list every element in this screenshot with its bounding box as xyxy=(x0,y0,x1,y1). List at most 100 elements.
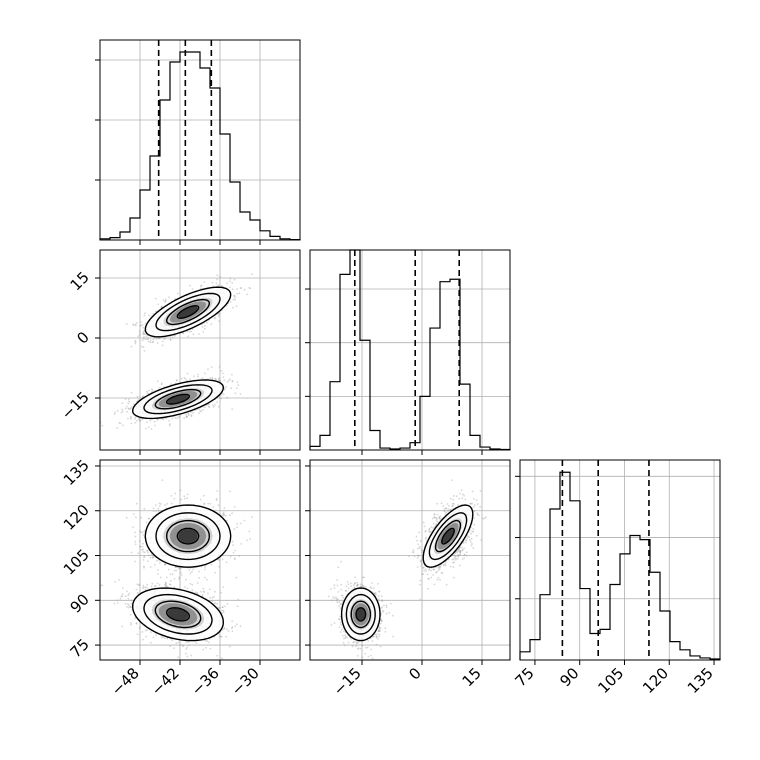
contour-line xyxy=(131,379,225,420)
sample-point xyxy=(185,578,187,581)
contour-line xyxy=(155,292,221,332)
sample-point xyxy=(151,389,154,392)
sample-point xyxy=(214,571,217,574)
sample-point xyxy=(169,583,172,586)
sample-point xyxy=(234,298,237,301)
sample-point xyxy=(164,300,167,303)
sample-point xyxy=(176,379,178,382)
sample-point xyxy=(189,284,191,287)
sample-point xyxy=(236,381,239,384)
sample-point xyxy=(233,295,236,297)
sample-point xyxy=(125,323,128,325)
sample-point xyxy=(231,380,234,382)
sample-point xyxy=(236,292,239,295)
sample-point xyxy=(233,294,236,297)
sample-point xyxy=(164,563,167,566)
sample-point xyxy=(160,306,163,309)
sample-point xyxy=(116,427,119,429)
sample-point xyxy=(203,372,206,375)
sample-point xyxy=(198,333,200,335)
sample-point xyxy=(198,412,200,414)
sample-point xyxy=(170,502,173,505)
sample-point xyxy=(164,300,166,303)
sample-point xyxy=(142,551,145,553)
sample-point xyxy=(184,378,187,380)
sample-point xyxy=(213,317,216,320)
sample-point xyxy=(236,387,238,390)
sample-point xyxy=(162,299,165,301)
sample-point xyxy=(216,274,219,277)
sample-point xyxy=(209,502,212,505)
sample-point xyxy=(230,387,233,390)
sample-point xyxy=(95,430,97,432)
sample-point xyxy=(169,645,172,648)
sample-point xyxy=(217,378,220,381)
sample-point xyxy=(128,400,131,403)
sample-point xyxy=(116,599,119,601)
sample-point xyxy=(147,554,150,557)
sample-point xyxy=(188,569,191,571)
sample-point xyxy=(208,588,211,591)
sample-point xyxy=(121,402,124,404)
sample-point xyxy=(134,340,137,342)
sample-point xyxy=(146,421,148,423)
sample-point xyxy=(147,551,150,554)
sample-point xyxy=(231,627,233,630)
sample-point xyxy=(152,312,155,315)
sample-point xyxy=(152,636,155,639)
sample-point xyxy=(143,565,145,568)
sample-point xyxy=(148,314,150,317)
sample-point xyxy=(196,582,199,584)
sample-point xyxy=(184,586,186,588)
sample-point xyxy=(124,398,127,401)
sample-point xyxy=(190,415,193,418)
sample-point xyxy=(175,642,178,645)
sample-point xyxy=(238,555,241,557)
sample-point xyxy=(217,504,220,507)
sample-point xyxy=(202,590,205,593)
sample-point xyxy=(157,573,160,576)
sample-point xyxy=(237,598,240,601)
sample-point xyxy=(249,287,252,290)
sample-point xyxy=(141,324,144,326)
sample-point xyxy=(145,333,147,336)
sample-point xyxy=(126,606,128,608)
sample-point xyxy=(237,384,240,387)
sample-point xyxy=(147,337,150,339)
sample-point xyxy=(156,582,159,585)
sample-point xyxy=(183,497,186,500)
sample-point xyxy=(142,534,145,536)
sample-point xyxy=(164,337,167,340)
sample-point xyxy=(184,413,187,416)
sample-point xyxy=(226,381,229,383)
sample-point xyxy=(124,595,127,598)
sample-point xyxy=(180,377,183,380)
sample-point xyxy=(165,298,167,301)
sample-point xyxy=(170,383,172,385)
sample-point xyxy=(208,406,211,408)
sample-point xyxy=(225,514,227,517)
sample-point xyxy=(218,559,221,562)
sample-point xyxy=(194,591,197,594)
sample-point xyxy=(154,504,157,506)
sample-point xyxy=(210,563,213,566)
sample-point xyxy=(148,389,150,392)
sample-point xyxy=(146,549,149,552)
sample-point xyxy=(214,403,216,406)
sample-point xyxy=(225,519,228,522)
sample-point xyxy=(185,415,188,418)
panel-content xyxy=(100,479,254,660)
sample-point xyxy=(177,566,180,569)
sample-point xyxy=(188,330,191,333)
sample-point xyxy=(145,335,148,338)
sample-point xyxy=(177,641,180,644)
sample-point xyxy=(165,417,168,420)
sample-point xyxy=(148,426,150,428)
sample-point xyxy=(149,556,152,559)
sample-point xyxy=(200,410,203,413)
sample-point xyxy=(156,342,159,344)
sample-point xyxy=(178,567,181,570)
sample-point xyxy=(204,324,206,327)
sample-point xyxy=(158,337,161,340)
sample-point xyxy=(231,620,234,622)
